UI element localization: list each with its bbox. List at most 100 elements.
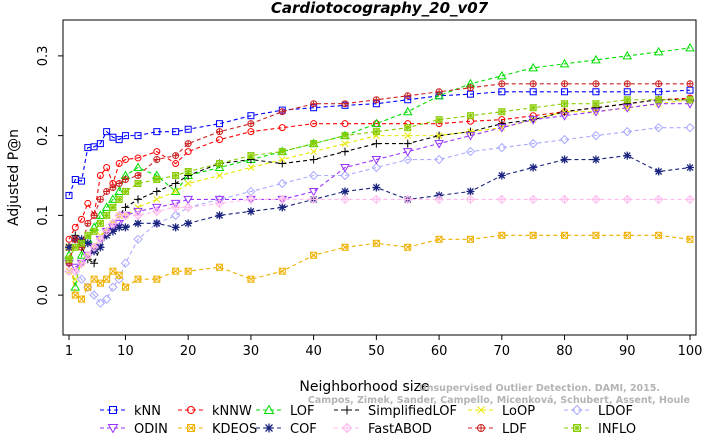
data-point (529, 80, 537, 88)
data-point (95, 210, 106, 219)
data-point (653, 194, 664, 205)
legend-item: LoOP (468, 404, 535, 419)
data-point (170, 202, 181, 213)
data-point (561, 231, 569, 239)
data-point (403, 154, 413, 165)
legend-item: INFLO (564, 422, 636, 434)
data-point (404, 132, 412, 139)
legend-marker (477, 406, 485, 414)
data-point (308, 170, 319, 181)
data-point (103, 187, 111, 195)
data-point (184, 180, 192, 187)
data-point (152, 206, 162, 217)
data-point (76, 250, 87, 259)
data-point (216, 120, 224, 128)
data-point (84, 219, 92, 227)
data-point (103, 211, 111, 219)
data-point (404, 92, 412, 100)
data-point (372, 128, 380, 136)
data-point (84, 283, 92, 291)
data-point (247, 120, 255, 128)
series-ldf (65, 80, 694, 267)
data-point (372, 96, 380, 104)
series-inflo (65, 96, 694, 263)
data-point (65, 255, 73, 263)
data-point (529, 163, 538, 172)
data-point (559, 112, 570, 121)
data-point (121, 223, 130, 232)
x-tick-label: 60 (431, 344, 448, 359)
data-point (278, 124, 286, 132)
data-point (78, 177, 86, 185)
legend-marker (342, 405, 352, 415)
data-point (310, 140, 318, 148)
data-point (115, 223, 124, 232)
data-point (216, 160, 224, 168)
data-point (84, 199, 92, 207)
data-point (96, 140, 104, 148)
data-point (216, 128, 224, 136)
x-tick-label: 70 (494, 344, 511, 359)
legend-marker (187, 424, 195, 432)
data-point (76, 274, 87, 284)
data-point (497, 171, 506, 180)
data-point (121, 132, 129, 140)
data-point (115, 271, 123, 279)
data-point (310, 120, 318, 128)
data-point (372, 239, 380, 247)
data-point (308, 187, 319, 197)
data-point (371, 194, 382, 205)
data-point (103, 128, 111, 136)
data-point (115, 195, 123, 203)
data-point (341, 243, 349, 251)
data-point (404, 124, 412, 132)
data-point (84, 231, 92, 239)
data-point (247, 275, 255, 283)
legend-marker (264, 423, 274, 433)
data-point (403, 139, 412, 148)
data-point (591, 108, 601, 117)
data-point (623, 80, 631, 88)
data-point (216, 136, 224, 144)
data-point (153, 128, 161, 136)
data-point (466, 235, 474, 243)
data-point (78, 295, 86, 303)
data-point (109, 183, 117, 191)
data-point (655, 96, 663, 104)
data-point (310, 100, 318, 108)
data-point (171, 179, 180, 188)
data-point (465, 194, 476, 205)
data-point (498, 88, 506, 96)
legend-marker (109, 406, 117, 414)
data-point (623, 231, 631, 239)
data-point (151, 203, 162, 213)
data-point (561, 100, 569, 108)
data-point (216, 263, 224, 271)
data-point (96, 279, 104, 287)
data-point (653, 46, 664, 56)
data-point (560, 155, 569, 164)
data-point (184, 267, 192, 275)
data-point (247, 128, 255, 136)
data-point (685, 194, 695, 205)
y-tick-label: 0.1 (36, 205, 51, 226)
series-line (68, 97, 691, 240)
data-point (278, 203, 287, 212)
data-point (183, 195, 194, 205)
data-point (101, 294, 112, 304)
data-point (153, 148, 161, 156)
data-point (435, 116, 443, 124)
data-point (90, 259, 99, 268)
data-point (121, 175, 129, 183)
data-point (622, 126, 632, 137)
data-point (134, 195, 142, 204)
data-point (108, 227, 117, 236)
data-point (498, 108, 506, 116)
data-point (278, 156, 286, 163)
data-point (96, 219, 104, 227)
data-point (278, 267, 286, 275)
data-point (435, 235, 443, 243)
data-point (172, 188, 179, 195)
data-point (497, 142, 507, 153)
data-point (309, 155, 318, 164)
